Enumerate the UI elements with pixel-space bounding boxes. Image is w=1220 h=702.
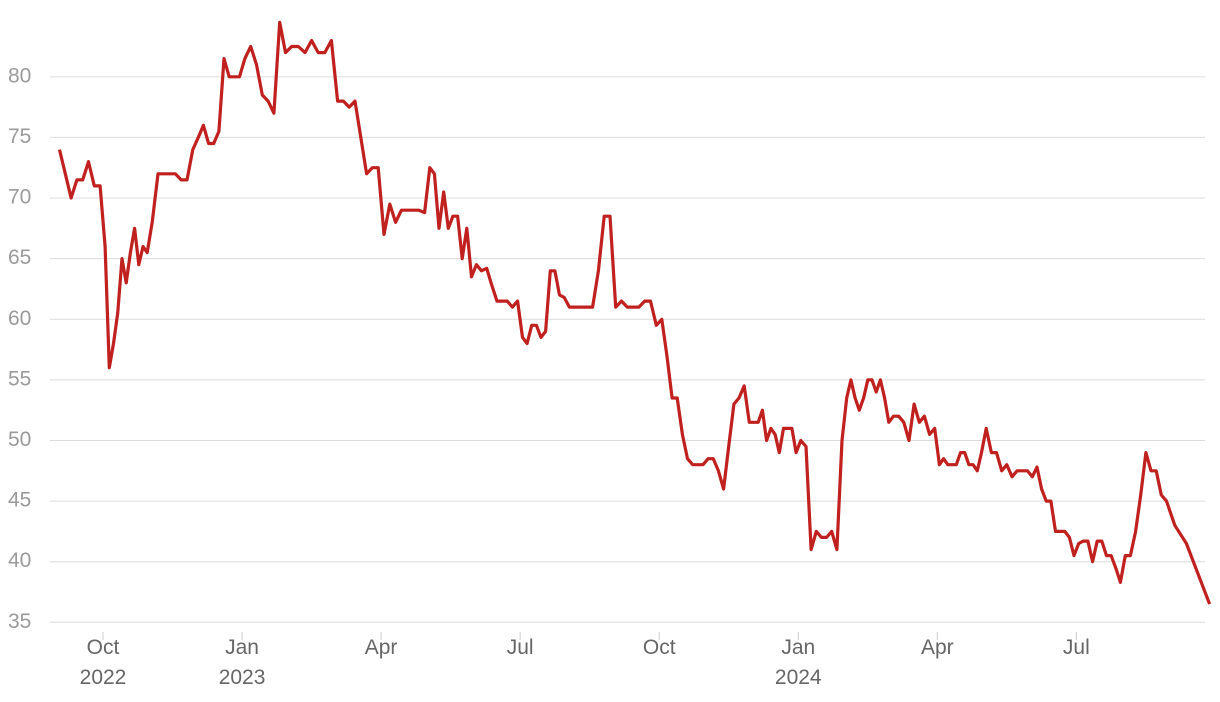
y-tick-label: 35 [8, 610, 31, 633]
x-tick-label: Oct 2022 [80, 636, 127, 689]
x-tick-label: Jul [507, 636, 534, 659]
x-tick-label: Jan 2023 [219, 636, 266, 689]
x-tick-label: Oct [643, 636, 676, 659]
x-tick-label-line: Oct [643, 636, 676, 659]
line-series [57, 20, 1212, 605]
x-tick-label: Jan 2024 [775, 636, 822, 689]
x-tick-label: Jul [1063, 636, 1090, 659]
y-tick-label: 45 [8, 489, 31, 512]
x-tick-label-line: Jan [225, 636, 259, 659]
y-tick-label: 60 [8, 307, 31, 330]
x-tick-label-line: 2023 [219, 666, 266, 689]
x-tick-label-line: Oct [87, 636, 120, 659]
x-tick-label-line: 2024 [775, 666, 822, 689]
x-tick-label-line: 2022 [80, 666, 127, 689]
x-tick-label-line: Jul [507, 636, 534, 659]
y-tick-label: 80 [8, 64, 31, 87]
y-tick-label: 70 [8, 186, 31, 209]
x-tick-label: Apr [365, 636, 398, 659]
x-tick-label-line: Apr [921, 636, 954, 659]
y-tick-label: 55 [8, 367, 31, 390]
x-tick-label-line: Jul [1063, 636, 1090, 659]
x-tick-label-line: Apr [365, 636, 398, 659]
y-tick-label: 75 [8, 125, 31, 148]
x-tick-label: Apr [921, 636, 954, 659]
y-tick-label: 50 [8, 428, 31, 451]
y-tick-label: 65 [8, 246, 31, 269]
x-tick-label-line: Jan [781, 636, 815, 659]
y-tick-label: 40 [8, 549, 31, 572]
